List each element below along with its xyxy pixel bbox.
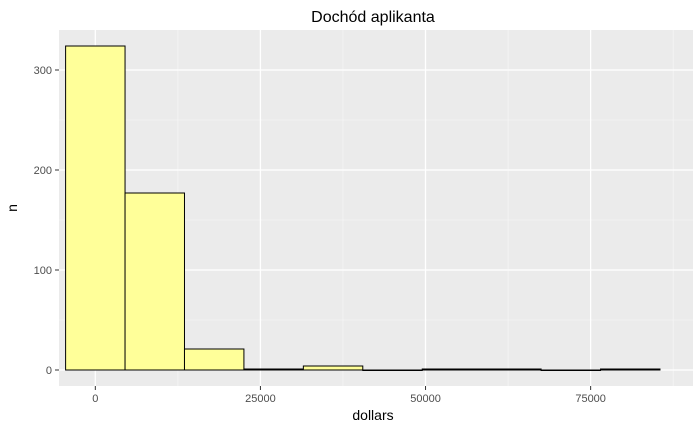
x-tick-label: 50000	[410, 393, 441, 405]
histogram-bar	[302, 365, 364, 371]
histogram-bar	[243, 368, 304, 371]
y-tick-label: 300	[34, 65, 52, 77]
histogram-bar	[421, 368, 483, 371]
y-axis-title: n	[4, 204, 20, 212]
x-axis-title: dollars	[352, 407, 393, 423]
x-tick-label: 25000	[245, 393, 276, 405]
histogram-bar	[481, 368, 542, 371]
y-axis: 0 100 200 300	[34, 65, 59, 377]
histogram-bar	[362, 369, 423, 371]
histogram-bar	[65, 45, 126, 371]
x-tick-label: 0	[92, 393, 98, 405]
histogram-bar	[600, 368, 661, 371]
histogram-bars	[65, 45, 661, 371]
x-axis: 0 25000 50000 75000	[92, 386, 606, 405]
y-tick-label: 200	[34, 165, 52, 177]
x-tick-label: 75000	[575, 393, 606, 405]
histogram-bar	[540, 369, 602, 371]
chart-title: Dochód aplikanta	[311, 9, 435, 26]
histogram-bar	[124, 192, 185, 371]
y-tick-label: 100	[34, 265, 52, 277]
histogram-bar	[183, 348, 245, 371]
minor-gridlines	[59, 30, 693, 386]
y-tick-label: 0	[46, 365, 52, 377]
